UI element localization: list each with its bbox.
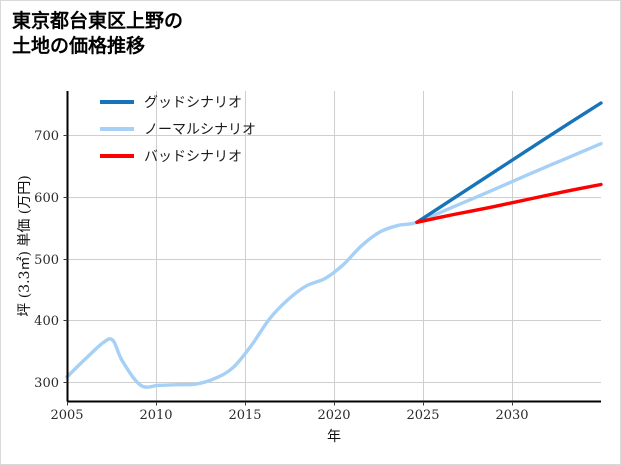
x-axis-title: 年 xyxy=(327,429,341,445)
legend-label-normal: ノーマルシナリオ xyxy=(144,122,256,138)
legend-label-bad: バッドシナリオ xyxy=(144,149,242,165)
x-tick-label: 2010 xyxy=(139,408,172,423)
series-line-good xyxy=(415,101,603,224)
y-axis-tickmarks xyxy=(63,134,68,384)
y-tick-label: 500 xyxy=(34,253,59,268)
y-tick-label: 700 xyxy=(34,129,59,144)
y-tick-label: 300 xyxy=(34,376,59,391)
y-tick-label: 600 xyxy=(34,191,59,206)
x-tick-label: 2015 xyxy=(228,408,261,423)
y-axis-tick-labels: 700 600 500 400 300 xyxy=(34,129,59,391)
legend-label-good: グッドシナリオ xyxy=(144,95,242,111)
page-title: 東京都台東区上野の 土地の価格推移 xyxy=(12,11,184,58)
x-tick-label: 2005 xyxy=(50,408,83,423)
chart-legend: グッドシナリオ ノーマルシナリオ バッドシナリオ xyxy=(100,95,256,165)
x-tick-label: 2025 xyxy=(406,408,439,423)
x-axis-tickmarks xyxy=(66,401,514,406)
x-axis-tick-labels: 2005 2010 2015 2020 2025 2030 xyxy=(50,408,528,423)
series-line-bad xyxy=(415,182,603,224)
series-line-normal xyxy=(65,142,603,389)
y-axis-title: 坪 (3.3㎡) 単価 (万円) xyxy=(17,175,33,316)
y-tick-label: 400 xyxy=(34,314,59,329)
x-tick-label: 2020 xyxy=(317,408,350,423)
x-tick-label: 2030 xyxy=(495,408,528,423)
